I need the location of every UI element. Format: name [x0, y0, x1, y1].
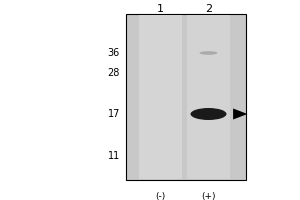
Ellipse shape — [200, 51, 217, 55]
Text: 17: 17 — [108, 109, 120, 119]
Text: (+): (+) — [201, 192, 216, 200]
Text: (-): (-) — [155, 192, 166, 200]
Bar — [126, 14, 246, 180]
Polygon shape — [233, 108, 247, 119]
Text: 2: 2 — [205, 4, 212, 14]
Text: 1: 1 — [157, 4, 164, 14]
Bar — [187, 15, 230, 179]
Text: 36: 36 — [108, 48, 120, 58]
Text: 28: 28 — [108, 68, 120, 78]
Text: 11: 11 — [108, 151, 120, 161]
Ellipse shape — [190, 108, 226, 120]
Bar — [139, 15, 182, 179]
